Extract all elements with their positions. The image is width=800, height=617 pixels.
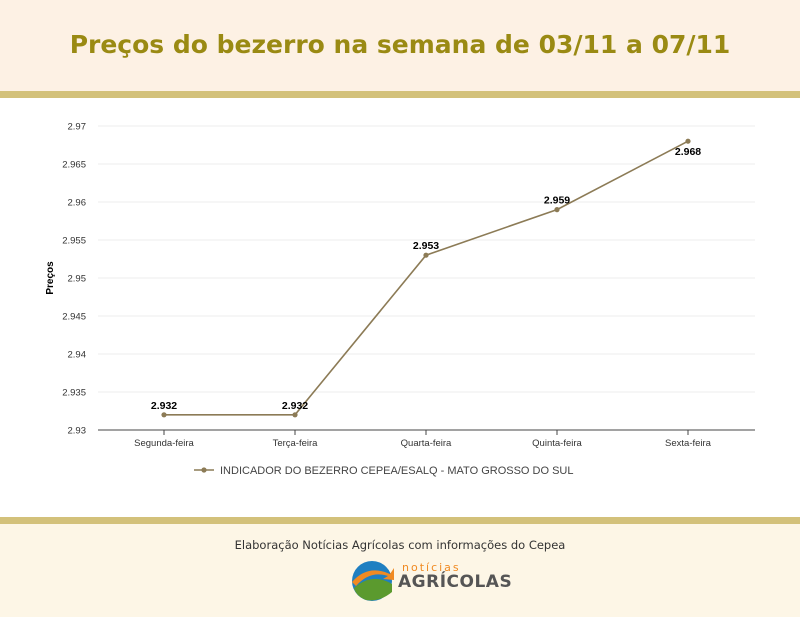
line-chart: 2.93 2.935 2.94 2.945 2.95 2.955 2.96 2.965 2.97…	[45, 122, 755, 477]
y-tick-label: 2.955	[62, 236, 86, 247]
data-label: 2.959	[544, 195, 570, 207]
y-tick-label: 2.93	[68, 426, 87, 437]
x-tick-label: Terça-feira	[273, 438, 319, 449]
header-panel: Preços do bezerro na semana de 03/11 a 0…	[0, 0, 800, 93]
y-tick-label: 2.935	[62, 388, 86, 399]
x-axis-ticks: Segunda-feira Terça-feira Quarta-feira Quin…	[134, 430, 712, 449]
x-tick-label: Sexta-feira	[665, 438, 712, 449]
data-label: 2.953	[413, 240, 439, 252]
grid-lines	[98, 125, 755, 393]
y-tick-label: 2.965	[62, 160, 86, 171]
y-axis-ticks: 2.93 2.935 2.94 2.945 2.95 2.955 2.96 2.965 2.97	[62, 122, 86, 437]
logo-word-noticias: notícias	[402, 561, 461, 574]
logo-word-agricolas: AGRÍCOLAS	[398, 572, 513, 592]
x-tick-label: Segunda-feira	[134, 438, 194, 449]
data-label: 2.932	[282, 400, 308, 412]
data-point	[685, 138, 691, 144]
top-divider	[0, 91, 800, 98]
data-point	[554, 207, 560, 213]
data-labels: 2.932 2.932 2.953 2.959 2.968	[151, 146, 701, 412]
data-point	[423, 252, 429, 258]
globe-logo-icon	[352, 561, 394, 601]
y-tick-label: 2.97	[68, 122, 87, 133]
chart-title: Preços do bezerro na semana de 03/11 a 0…	[69, 30, 731, 59]
y-tick-label: 2.96	[68, 198, 87, 209]
noticias-agricolas-logo: notícias AGRÍCOLAS	[350, 558, 512, 604]
x-tick-label: Quinta-feira	[532, 438, 582, 449]
y-tick-label: 2.95	[68, 274, 87, 285]
source-credit: Elaboração Notícias Agrícolas com inform…	[234, 538, 566, 552]
data-point	[161, 412, 167, 418]
y-tick-label: 2.94	[68, 350, 87, 361]
data-point	[292, 412, 298, 418]
bottom-divider	[0, 517, 800, 524]
data-label: 2.932	[151, 400, 177, 412]
legend-marker	[201, 467, 207, 473]
legend: INDICADOR DO BEZERRO CEPEA/ESALQ - MATO …	[194, 465, 574, 477]
data-label: 2.968	[675, 146, 701, 158]
series-points	[161, 138, 691, 418]
legend-series-name: INDICADOR DO BEZERRO CEPEA/ESALQ - MATO …	[220, 465, 574, 477]
x-tick-label: Quarta-feira	[401, 438, 452, 449]
footer-panel: Elaboração Notícias Agrícolas com inform…	[0, 524, 800, 617]
y-tick-label: 2.945	[62, 312, 86, 323]
y-axis-label: Preços	[45, 261, 56, 295]
